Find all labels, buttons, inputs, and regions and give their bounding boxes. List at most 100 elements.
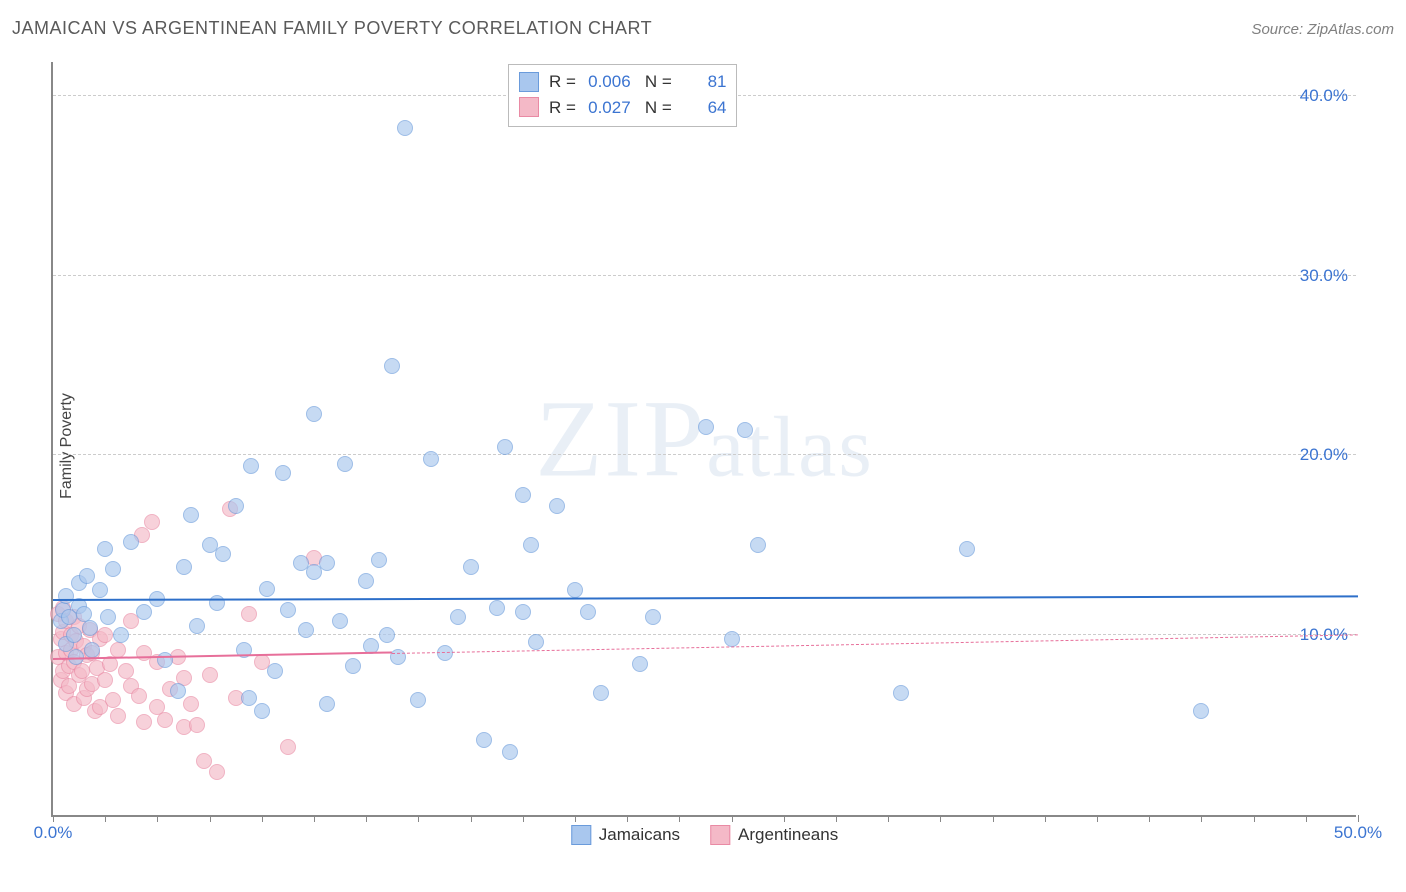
data-point [241,690,257,706]
data-point [397,120,413,136]
data-point [215,546,231,562]
data-point [319,696,335,712]
data-point [515,604,531,620]
data-point [306,406,322,422]
legend-swatch [519,72,539,92]
data-point [82,620,98,636]
data-point [423,451,439,467]
gridline [53,454,1356,455]
legend-swatch [571,825,591,845]
x-minor-tick [157,815,158,822]
data-point [632,656,648,672]
data-point [105,692,121,708]
data-point [384,358,400,374]
data-point [259,581,275,597]
data-point [189,717,205,733]
data-point [959,541,975,557]
y-tick-label: 40.0% [1300,86,1348,106]
x-minor-tick [940,815,941,822]
data-point [97,627,113,643]
x-minor-tick [314,815,315,822]
data-point [84,642,100,658]
data-point [136,714,152,730]
data-point [337,456,353,472]
data-point [358,573,374,589]
data-point [280,602,296,618]
data-point [497,439,513,455]
data-point [410,692,426,708]
trend-line-solid [53,595,1358,601]
data-point [267,663,283,679]
data-point [437,645,453,661]
data-point [893,685,909,701]
data-point [502,744,518,760]
plot-area: ZIPatlas 10.0%20.0%30.0%40.0%0.0%50.0%R … [51,62,1356,817]
x-minor-tick [366,815,367,822]
data-point [549,498,565,514]
data-point [105,561,121,577]
x-minor-tick [888,815,889,822]
data-point [113,627,129,643]
data-point [1193,703,1209,719]
x-minor-tick [1201,815,1202,822]
data-point [92,582,108,598]
x-minor-tick [523,815,524,822]
data-point [489,600,505,616]
data-point [241,606,257,622]
x-minor-tick [784,815,785,822]
data-point [567,582,583,598]
data-point [136,604,152,620]
x-minor-tick [1097,815,1098,822]
legend-item: Argentineans [710,825,838,845]
data-point [189,618,205,634]
x-tick-label: 0.0% [34,823,73,843]
data-point [100,609,116,625]
data-point [298,622,314,638]
x-minor-tick [679,815,680,822]
x-minor-tick [262,815,263,822]
data-point [131,688,147,704]
x-minor-tick [105,815,106,822]
data-point [523,537,539,553]
data-point [209,595,225,611]
x-minor-tick [1149,815,1150,822]
x-minor-tick [732,815,733,822]
data-point [170,683,186,699]
data-point [228,498,244,514]
x-minor-tick [1254,815,1255,822]
data-point [157,712,173,728]
x-tick-label: 50.0% [1334,823,1382,843]
data-point [750,537,766,553]
data-point [580,604,596,620]
data-point [110,708,126,724]
data-point [183,507,199,523]
gridline [53,634,1356,635]
data-point [319,555,335,571]
data-point [737,422,753,438]
data-point [450,609,466,625]
y-tick-label: 20.0% [1300,445,1348,465]
y-tick-label: 30.0% [1300,266,1348,286]
x-minor-tick [210,815,211,822]
data-point [645,609,661,625]
data-point [176,559,192,575]
bottom-legend: Jamaicans Argentineans [571,825,838,845]
data-point [275,465,291,481]
data-point [183,696,199,712]
legend-label: Argentineans [738,825,838,845]
stats-text: R = 0.027 N = 64 [549,95,726,121]
data-point [515,487,531,503]
chart-header: JAMAICAN VS ARGENTINEAN FAMILY POVERTY C… [12,18,1394,39]
legend-label: Jamaicans [599,825,680,845]
data-point [66,627,82,643]
data-point [209,764,225,780]
x-minor-tick [471,815,472,822]
data-point [280,739,296,755]
data-point [332,613,348,629]
data-point [463,559,479,575]
data-point [593,685,609,701]
data-point [528,634,544,650]
data-point [345,658,361,674]
x-minor-tick [1358,815,1359,822]
data-point [79,568,95,584]
